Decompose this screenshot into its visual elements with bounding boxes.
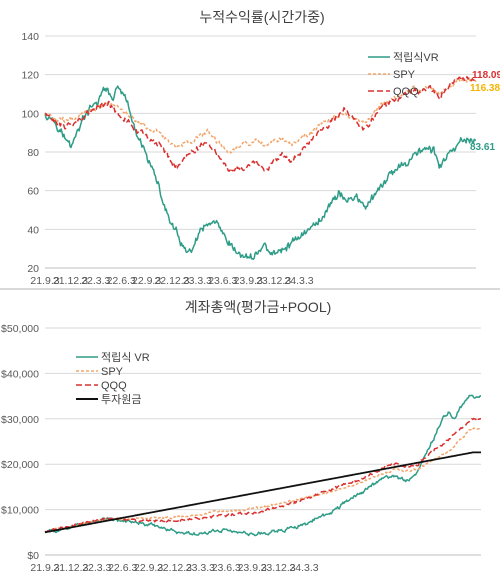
y-tick-label: $30,000	[1, 414, 39, 426]
x-tick-label: 22.3.3	[81, 275, 110, 287]
legend-label: SPY	[393, 69, 416, 81]
chart-title: 누적수익률(시간가중)	[199, 9, 324, 25]
legend-label: 투자원금	[101, 393, 141, 406]
x-tick-label: 21.12.3	[53, 562, 88, 574]
x-tick-label: 22.9.3	[132, 275, 161, 287]
x-tick-label: 23.6.3	[208, 275, 237, 287]
x-tick-label: 23.9.3	[234, 275, 263, 287]
x-tick-label: 21.9.3	[30, 562, 59, 574]
series-line-2	[44, 75, 477, 173]
legend-label: QQQ	[101, 380, 127, 392]
y-tick-label: $20,000	[1, 459, 39, 471]
x-tick-label: 22.6.3	[107, 275, 136, 287]
end-value-label: 83.61	[470, 142, 495, 153]
series-line-0	[44, 394, 482, 537]
series-line-1	[44, 427, 482, 534]
cumulative-return-chart: 누적수익률(시간가중) 20 40 60 80 100 120 140 21.9.3 21.12.…	[0, 0, 500, 289]
legend-label: 적립식VR	[393, 51, 439, 64]
cumulative-return-svg: 누적수익률(시간가중) 20 40 60 80 100 120 140 21.9.321.12.…	[21, 9, 500, 287]
x-tick-label: 23.3.3	[186, 562, 215, 574]
end-value-label: 118.09	[472, 70, 500, 81]
chart-title: 계좌총액(평가금+POOL)	[185, 299, 332, 315]
chart-divider	[0, 288, 500, 290]
legend-label: 적립식 VR	[101, 351, 150, 364]
x-tick-label: 23.3.3	[183, 275, 212, 287]
legend-label: SPY	[101, 366, 124, 378]
y-tick-label: 60	[27, 186, 39, 198]
series-line-0	[44, 85, 477, 260]
y-tick-label: 140	[21, 31, 39, 43]
legend-label: QQQ	[393, 86, 419, 98]
x-tick-label: 23.12.3	[256, 275, 291, 287]
x-tick-label: 21.12.3	[53, 275, 88, 287]
account-total-svg: 계좌총액(평가금+POOL) $0 $10,000 $20,000 $30,000 $40…	[1, 299, 482, 574]
y-tick-label: $40,000	[1, 368, 39, 380]
y-tick-label: $10,000	[1, 505, 39, 517]
x-tick-label: 23.9.3	[238, 562, 267, 574]
x-tick-label: 23.12.3	[261, 562, 296, 574]
x-tick-label: 22.12.3	[154, 275, 189, 287]
y-tick-label: $0	[27, 550, 39, 562]
y-tick-label: 40	[27, 224, 39, 236]
y-tick-label: 80	[27, 147, 39, 159]
x-tick-label: 24.3.3	[284, 275, 313, 287]
x-tick-label: 22.3.3	[82, 562, 111, 574]
x-tick-label: 23.6.3	[212, 562, 241, 574]
x-tick-label: 22.9.3	[134, 562, 163, 574]
x-tick-label: 22.6.3	[108, 562, 137, 574]
y-tick-label: 20	[27, 263, 39, 275]
y-tick-label: 100	[21, 108, 39, 120]
y-tick-label: $50,000	[1, 323, 39, 335]
x-tick-label: 21.9.3	[30, 275, 59, 287]
x-tick-label: 24.3.3	[289, 562, 318, 574]
end-value-label: 116.38	[470, 83, 500, 94]
account-total-chart: 계좌총액(평가금+POOL) $0 $10,000 $20,000 $30,000 $40…	[0, 290, 500, 579]
y-tick-label: 120	[21, 70, 39, 82]
series-line-3	[44, 451, 481, 534]
x-tick-label: 22.12.3	[157, 562, 192, 574]
